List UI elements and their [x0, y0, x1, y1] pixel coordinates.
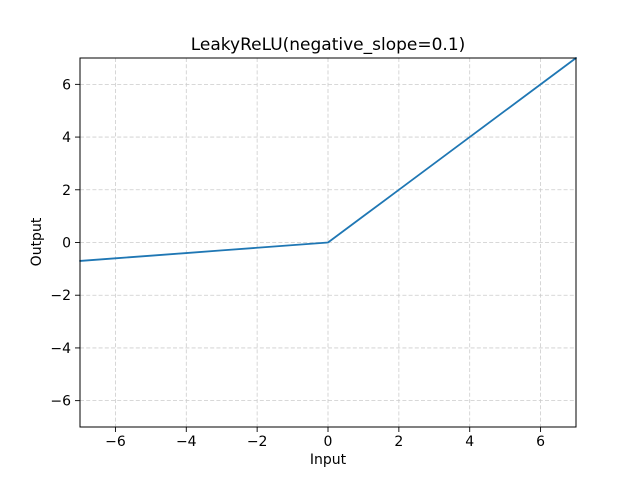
chart-title: LeakyReLU(negative_slope=0.1)	[191, 35, 466, 55]
axis-layer: −6 −4 −2 0 2 4 6 −6 −4 −2 0 2 4 6	[50, 57, 577, 450]
y-tick-label: 2	[62, 183, 71, 199]
x-tick-label: −6	[105, 434, 126, 450]
y-tick-label: 6	[62, 77, 71, 93]
y-axis-label: Output	[29, 217, 45, 266]
y-tick-label: 0	[62, 236, 71, 252]
plot-border	[79, 57, 577, 428]
x-tick-label: −4	[176, 434, 197, 450]
y-tick-label: −4	[50, 341, 71, 357]
x-tick-label: 2	[394, 434, 403, 450]
series-line	[79, 57, 577, 262]
series-layer	[79, 57, 577, 262]
x-tick-label: 4	[465, 434, 474, 450]
y-tick-label: −6	[50, 394, 71, 410]
grid-layer	[80, 58, 576, 427]
y-tick-label: −2	[50, 288, 71, 304]
x-tick-label: 0	[324, 434, 333, 450]
x-tick-label: 6	[536, 434, 545, 450]
x-axis-label: Input	[310, 452, 347, 468]
y-tick-label: 4	[62, 130, 71, 146]
x-tick-label: −2	[247, 434, 268, 450]
